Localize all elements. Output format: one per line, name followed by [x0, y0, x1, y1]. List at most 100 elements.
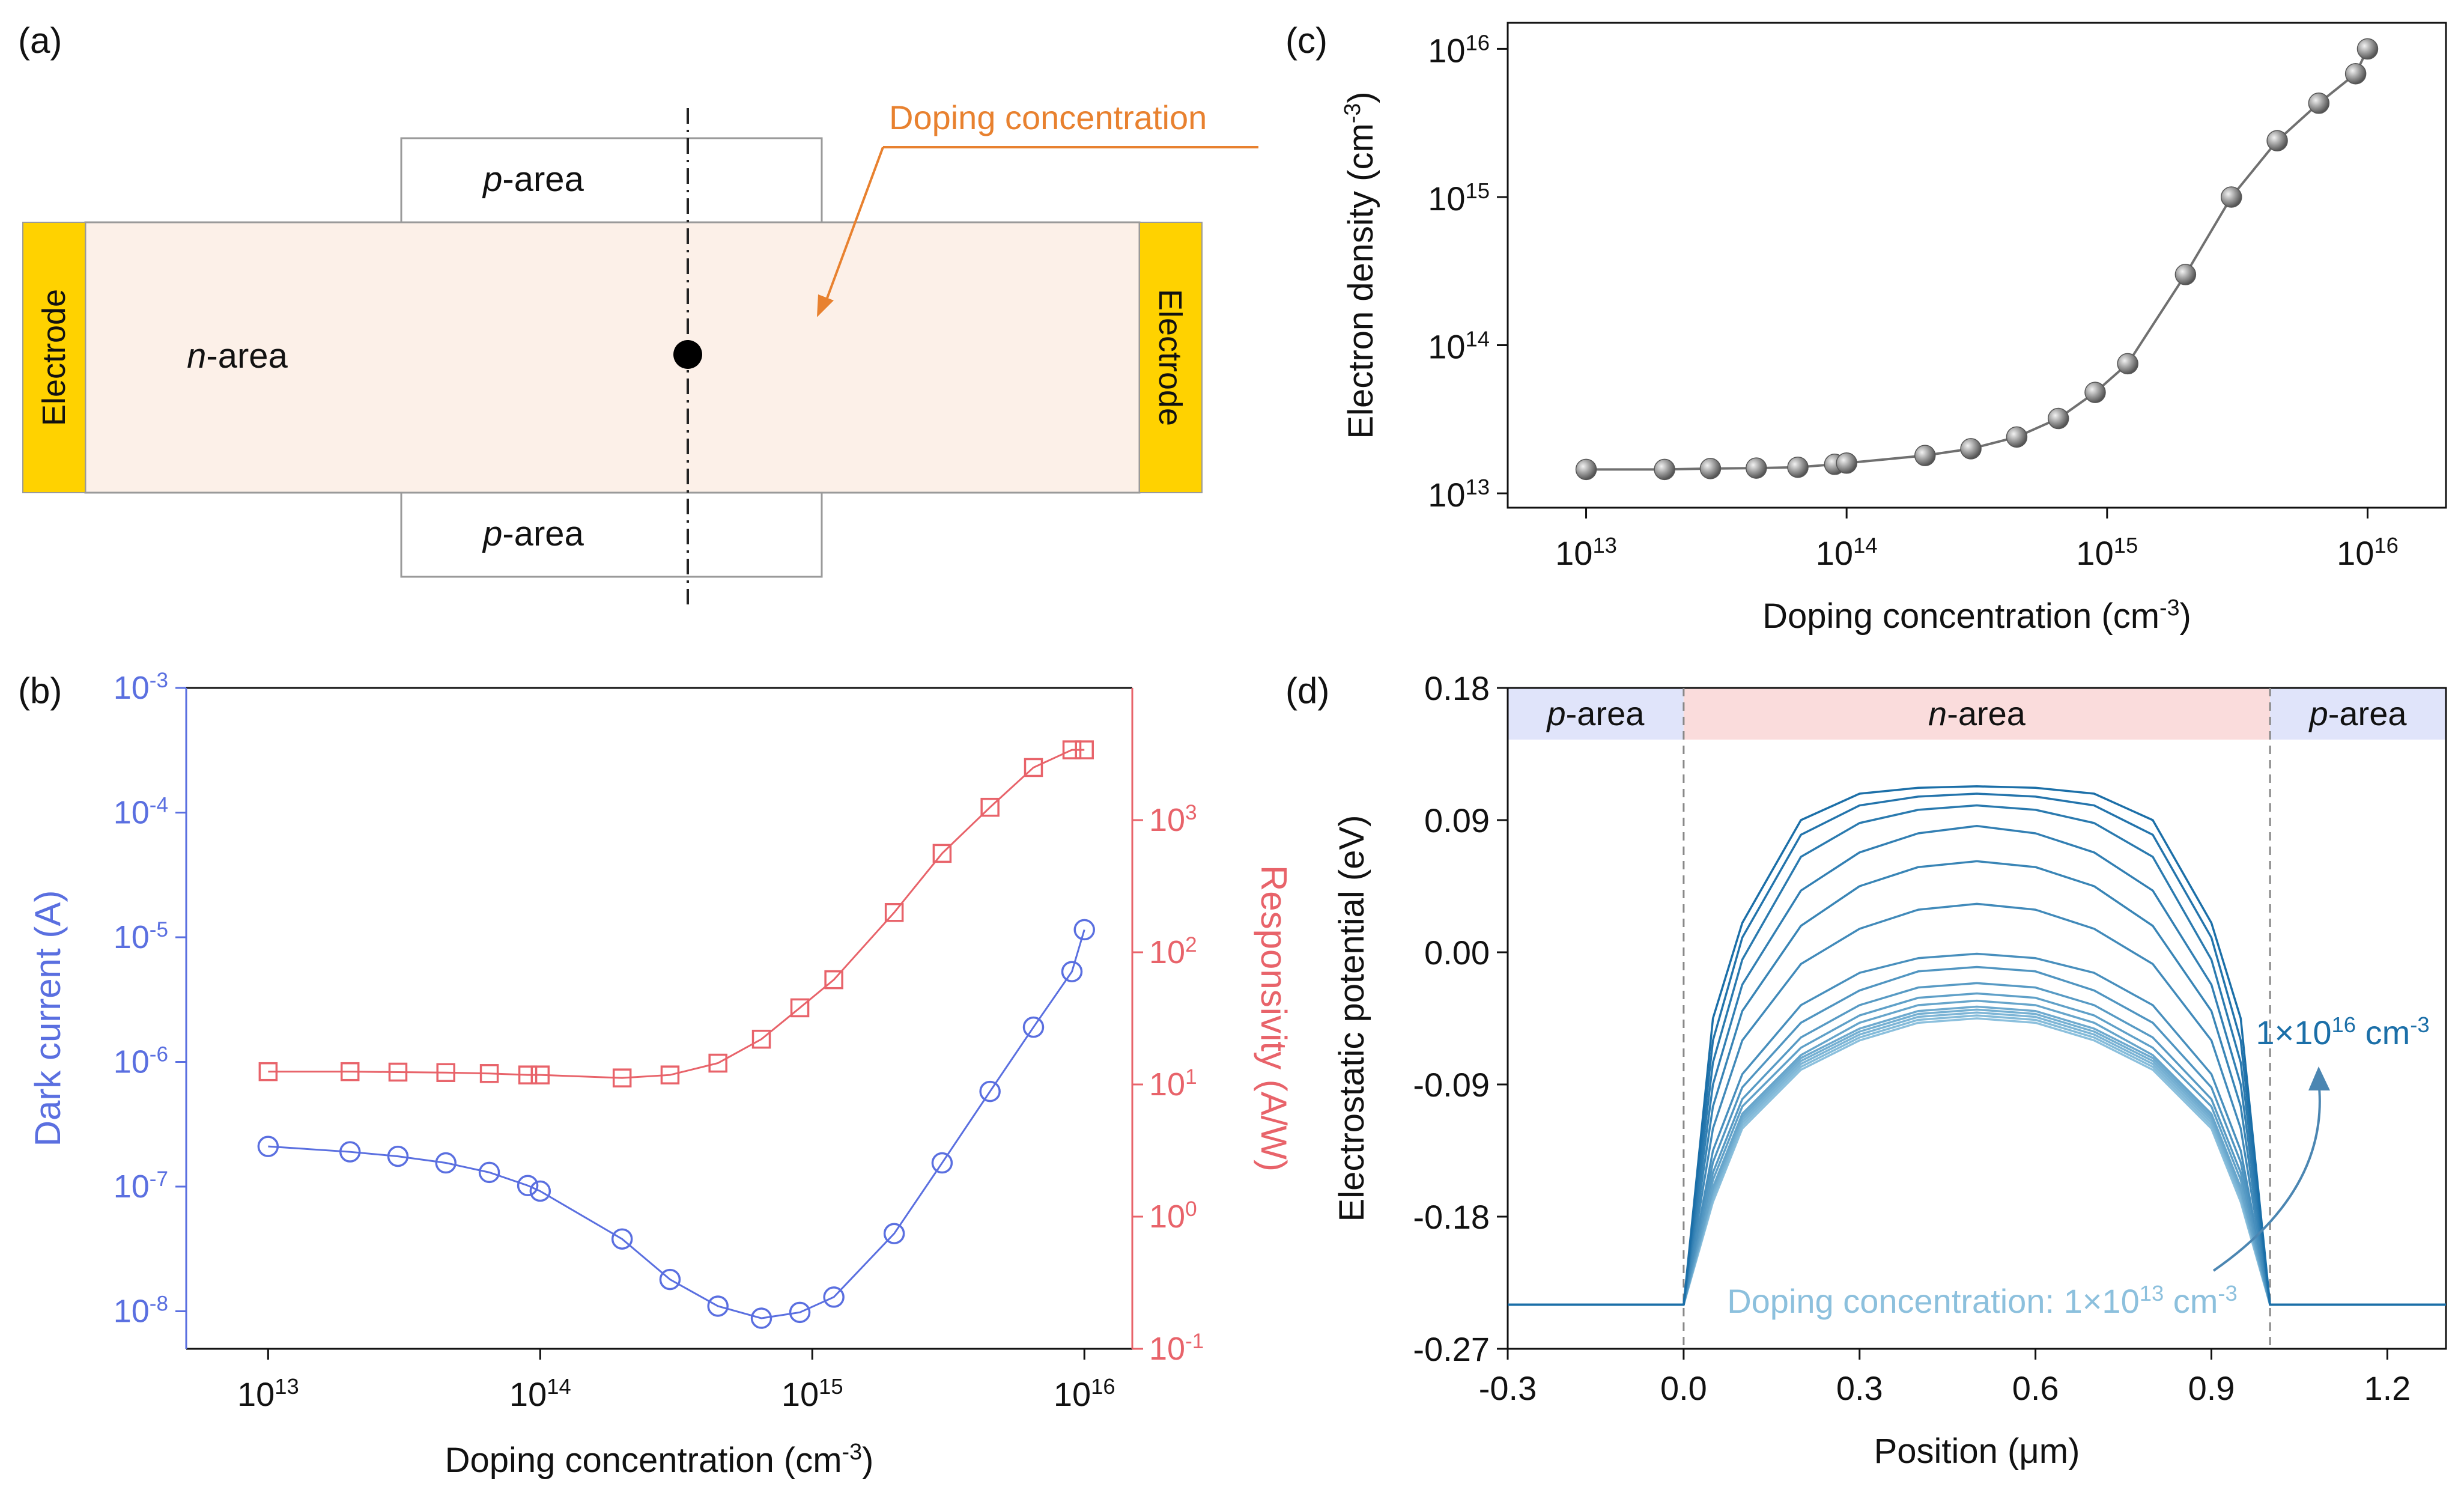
p-area-bottom-block	[400, 491, 823, 578]
doping-arrow-head	[817, 294, 834, 317]
electrode-left	[22, 222, 86, 493]
potential-curve	[1508, 982, 2446, 1306]
responsivity-point	[436, 1063, 455, 1082]
dark-current-point	[659, 1268, 681, 1291]
responsivity-point	[612, 1068, 632, 1087]
electron-density-point	[1699, 458, 1722, 479]
series-line-dark-current	[268, 929, 1085, 1319]
dark-current-point	[435, 1152, 457, 1174]
responsivity-point	[530, 1065, 550, 1084]
chart-dark-current-responsivity: 1013 1014 1015 1016 Doping concentration (cm…	[28, 669, 1294, 1480]
series-line-responsivity	[268, 749, 1085, 1079]
dark-current-point	[1073, 919, 1095, 941]
panel-label-a: (a)	[18, 20, 62, 61]
dark-current-point	[883, 1223, 905, 1244]
plot-frame	[1507, 687, 2447, 1350]
electron-density-point	[2174, 264, 2197, 285]
region-band-n	[1683, 688, 2271, 740]
chart-electrostatic-potential: p-area n-area p-area -0.3 0.0 0.3 0.6 0.9 1.2 Pos…	[1332, 669, 2447, 1471]
responsivity-point	[708, 1053, 727, 1073]
potential-curve	[1508, 952, 2446, 1306]
potential-curve	[1508, 992, 2446, 1306]
responsivity-point	[340, 1062, 360, 1081]
y-tick-label: 0.09	[1424, 801, 1490, 839]
electron-density-point	[1575, 458, 1597, 481]
responsivity-point	[660, 1065, 680, 1084]
responsivity-point	[790, 998, 810, 1018]
plot-frame	[1507, 22, 2447, 509]
electron-density-point	[2006, 426, 2028, 448]
p-area-top-block	[400, 137, 823, 224]
dark-current-point	[387, 1145, 409, 1167]
potential-curve	[1508, 1005, 2446, 1306]
electron-density-point	[2220, 186, 2242, 208]
responsivity-point	[824, 970, 843, 990]
region-label-n: n-area	[1928, 695, 2026, 732]
y-left-tick-label: 10-3	[114, 669, 168, 707]
x-axis-label: Position (μm)	[1874, 1432, 2080, 1471]
x-tick-label: 1014	[509, 1374, 571, 1414]
doping-callout-arrow	[822, 147, 884, 310]
electron-density-point	[1787, 456, 1809, 478]
responsivity-point	[1075, 740, 1094, 759]
dark-current-point	[339, 1141, 361, 1163]
dark-current-point	[517, 1175, 539, 1196]
low-doping-label: Doping concentration: 1×1013 cm-3	[1727, 1281, 2238, 1321]
y-tick-label: -0.27	[1413, 1330, 1490, 1368]
p-area-top-label: p-area	[482, 160, 584, 199]
electron-density-point	[1654, 458, 1675, 481]
y-tick-label: -0.09	[1413, 1066, 1490, 1104]
x-tick-label: 1016	[1054, 1374, 1115, 1414]
potential-curve	[1508, 825, 2446, 1306]
panel-label-b: (b)	[18, 671, 62, 711]
dark-current-point	[257, 1136, 279, 1157]
region-label-p: p-area	[2308, 695, 2408, 732]
electrode-right	[1139, 222, 1203, 493]
electron-density-point	[1960, 438, 1982, 460]
region-label-p: p-area	[1546, 695, 1645, 732]
y-tick-label: 1015	[1428, 178, 1490, 217]
chart-electron-density: 1013 1014 1015 1016 Doping concentration (cm…	[1340, 22, 2447, 636]
electron-density-point	[2308, 93, 2330, 114]
panel-label-d: (d)	[1285, 671, 1329, 711]
responsivity-point	[1024, 758, 1043, 777]
x-tick-label: 1.2	[2364, 1369, 2411, 1407]
y-right-tick-label: 10-1	[1149, 1330, 1204, 1367]
responsivity-point	[518, 1065, 538, 1084]
x-tick-label: 0.3	[1836, 1369, 1883, 1407]
x-axis-label: Doping concentration (cm-3)	[445, 1439, 874, 1480]
electron-density-point	[2356, 38, 2379, 60]
responsivity-point	[980, 797, 1000, 817]
y-left-tick-label: 10-4	[114, 793, 168, 831]
potential-curve	[1508, 785, 2446, 1306]
y-tick-label: 0.00	[1424, 934, 1490, 972]
x-tick-label: -0.3	[1479, 1369, 1537, 1407]
potential-curve	[1508, 965, 2446, 1306]
trend-arrow-head	[2308, 1066, 2330, 1090]
responsivity-point	[884, 903, 904, 922]
y-left-axis-label: Dark current (A)	[28, 890, 68, 1147]
electrode-right-label: Electrode	[1152, 289, 1188, 426]
y-tick-label: 1014	[1428, 326, 1490, 366]
y-right-tick-label: 100	[1149, 1197, 1197, 1235]
electron-density-point	[1836, 452, 1857, 474]
dark-current-point	[789, 1301, 811, 1324]
y-right-tick-label: 102	[1149, 933, 1197, 971]
panel-label-c: (c)	[1285, 20, 1328, 61]
responsivity-point	[932, 844, 952, 863]
electron-density-point	[2084, 382, 2106, 403]
y-axis-label: Electron density (cm-3)	[1340, 91, 1380, 439]
y-left-tick-label: 10-8	[114, 1292, 168, 1330]
x-tick-label: 0.9	[2188, 1369, 2235, 1407]
responsivity-point	[1062, 740, 1082, 759]
dark-current-point	[750, 1307, 772, 1329]
x-tick-label: 0.6	[2012, 1369, 2059, 1407]
x-tick-label: 1015	[2076, 533, 2138, 573]
region-band-p	[2270, 688, 2446, 740]
responsivity-point	[258, 1062, 278, 1081]
electron-density-point	[2344, 62, 2367, 85]
x-tick-label: 0.0	[1660, 1369, 1707, 1407]
y-left-tick-label: 10-6	[114, 1042, 168, 1080]
responsivity-point	[479, 1064, 499, 1083]
